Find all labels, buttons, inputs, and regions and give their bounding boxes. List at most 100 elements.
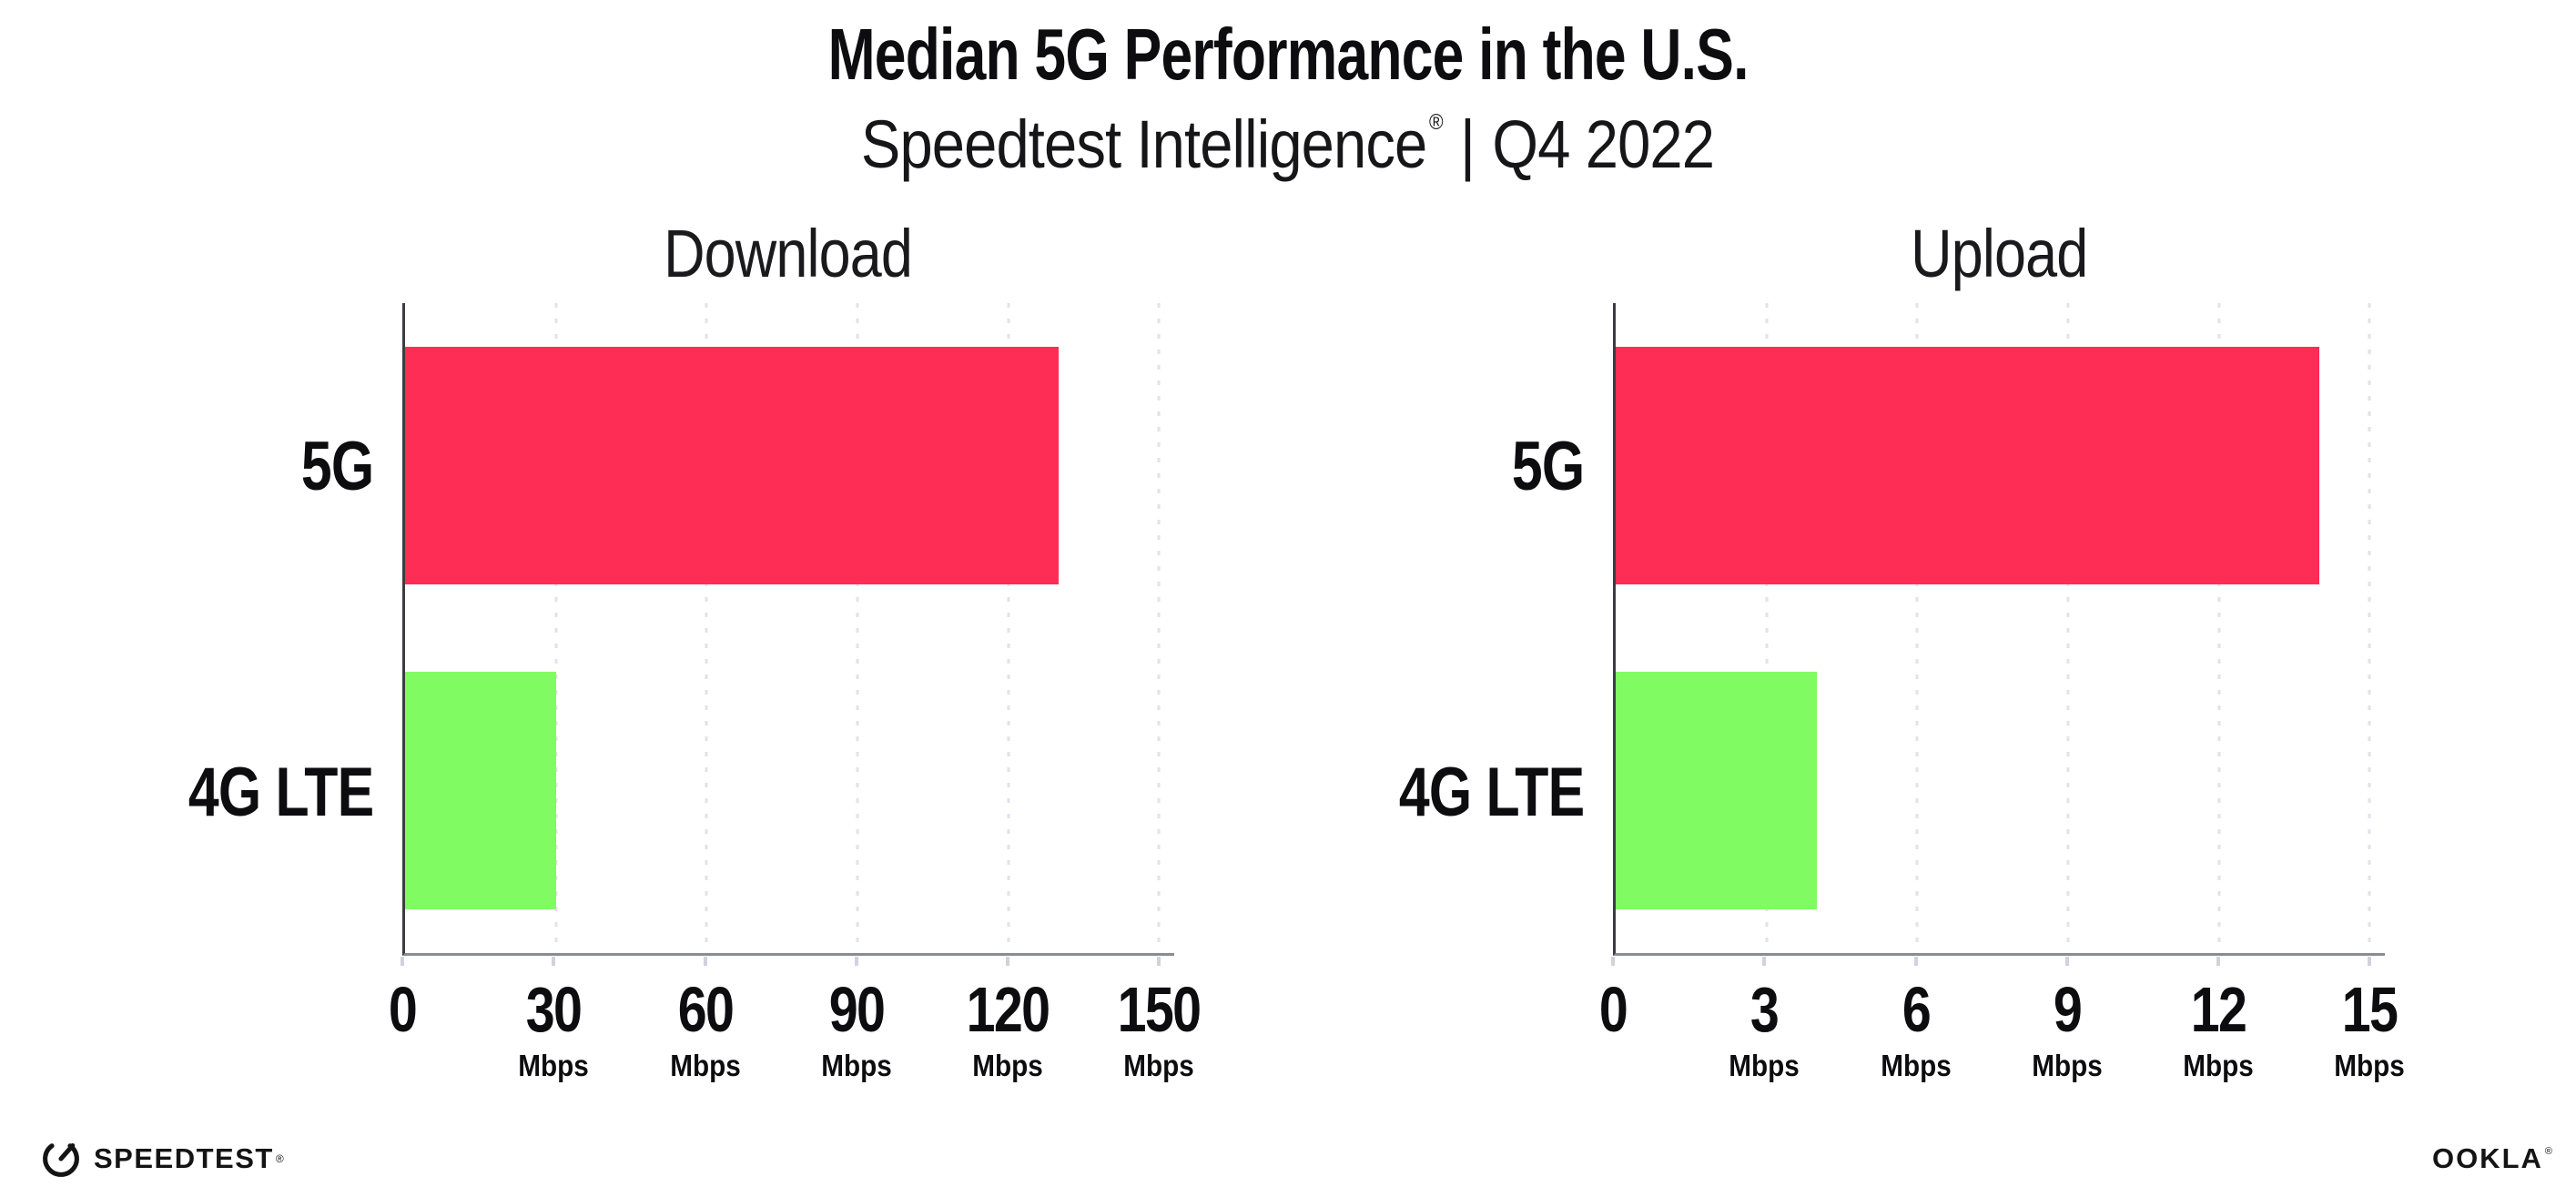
page-subtitle: Speedtest Intelligence ® | Q4 2022 (0, 106, 2576, 183)
axis-tick-6 (1913, 957, 1918, 967)
x-tick-unit: Mbps (2032, 1049, 2103, 1083)
upload-plot-wrap: 0 3 Mbps 6 Mbps 9 Mbps 12 Mbps 15 Mbps (1599, 303, 2405, 1123)
gridline-15 (2368, 303, 2371, 954)
upload-chart: Upload 5G 4G LTE 0 3 Mbps 6 Mbps 9 Mbps 12 Mbps 15… (1398, 216, 2405, 1123)
download-chart-body: 5G 4G LTE 0 30 Mbps 60 Mbps 90 Mbps 120 Mbps 150 Mb… (188, 303, 1202, 1123)
upload-y-axis-labels: 5G 4G LTE (1398, 303, 1613, 956)
x-tick-value: 90 (828, 974, 886, 1046)
gridline-30 (554, 303, 558, 954)
axis-tick-0 (1611, 957, 1615, 967)
download-plot-area (402, 303, 1174, 957)
download-plot-wrap: 0 30 Mbps 60 Mbps 90 Mbps 120 Mbps 150 Mbps (389, 303, 1202, 1123)
download-gridlines (405, 303, 1174, 954)
ookla-registered-mark: ® (2544, 1146, 2552, 1157)
5g-bar (405, 347, 1059, 584)
x-tick-value: 9 (2053, 974, 2083, 1046)
download-x-axis-labels: 0 30 Mbps 60 Mbps 90 Mbps 120 Mbps 150 Mbps (389, 978, 1202, 1123)
x-tick-value: 0 (1598, 974, 1628, 1046)
header: Median 5G Performance in the U.S. Speedt… (0, 0, 2576, 183)
axis-tick-120 (1006, 957, 1010, 967)
bar-row-5g (1616, 303, 2385, 628)
charts-row: Download 5G 4G LTE 0 30 Mbps 60 Mbps 90 Mbps 120… (0, 216, 2576, 1123)
axis-tick-12 (2216, 957, 2221, 967)
download-x-axis-ticks (401, 956, 1174, 969)
x-tick-label-12: 12 Mbps (2179, 978, 2257, 1080)
x-tick-label-6: 6 Mbps (1876, 978, 1954, 1080)
axis-tick-3 (1762, 957, 1767, 967)
upload-x-axis-ticks (1611, 956, 2385, 969)
speedtest-logo-text: SPEEDTEST (94, 1142, 274, 1174)
category-label-4g-lte: 4G LTE (188, 754, 373, 832)
x-tick-unit: Mbps (1123, 1049, 1195, 1083)
x-tick-label-15: 15 Mbps (2330, 978, 2409, 1080)
x-tick-value: 6 (1902, 974, 1931, 1046)
axis-tick-9 (2064, 957, 2069, 967)
x-tick-label-9: 9 Mbps (2028, 978, 2106, 1080)
download-chart: Download 5G 4G LTE 0 30 Mbps 60 Mbps 90 Mbps 120… (188, 216, 1202, 1123)
bar-row-4g-lte (405, 628, 1174, 953)
x-tick-label-90: 90 Mbps (817, 978, 896, 1080)
upload-chart-body: 5G 4G LTE 0 3 Mbps 6 Mbps 9 Mbps 12 Mbps 15 Mbps (1398, 303, 2405, 1123)
gridline-9 (2066, 303, 2070, 954)
x-tick-unit: Mbps (518, 1049, 590, 1083)
x-tick-value: 15 (2342, 974, 2399, 1046)
x-tick-unit: Mbps (1729, 1049, 1800, 1083)
x-tick-label-30: 30 Mbps (514, 978, 593, 1080)
footer: SPEEDTEST ® OOKLA ® (41, 1139, 2552, 1179)
x-tick-label-150: 150 Mbps (1109, 978, 1210, 1080)
4g-lte-bar (1616, 672, 1817, 909)
subtitle-separator: | (1460, 107, 1476, 182)
upload-chart-title: Upload (1910, 216, 2088, 292)
download-y-axis-labels: 5G 4G LTE (188, 303, 402, 956)
x-tick-unit: Mbps (2183, 1049, 2254, 1083)
axis-tick-90 (854, 957, 858, 967)
bar-row-5g (405, 303, 1174, 628)
axis-tick-15 (2368, 957, 2372, 967)
subtitle-period: Q4 2022 (1492, 107, 1716, 182)
x-tick-value: 60 (677, 974, 734, 1046)
upload-gridlines (1616, 303, 2385, 954)
page-title: Median 5G Performance in the U.S. (827, 14, 1749, 95)
x-tick-value: 3 (1750, 974, 1780, 1046)
bar-row-4g-lte (1616, 628, 2385, 953)
upload-x-axis-labels: 0 3 Mbps 6 Mbps 9 Mbps 12 Mbps 15 Mbps (1599, 978, 2405, 1123)
ookla-logo-text: OOKLA (2431, 1142, 2543, 1174)
x-tick-value: 0 (388, 974, 418, 1046)
gridline-12 (2217, 303, 2221, 954)
axis-tick-0 (401, 957, 404, 967)
category-label-5g: 5G (1511, 427, 1584, 505)
x-tick-label-60: 60 Mbps (665, 978, 744, 1080)
x-tick-label-0: 0 (1597, 978, 1630, 1041)
registered-trademark-icon: ® (1429, 110, 1444, 135)
gridline-150 (1157, 303, 1161, 954)
x-tick-label-120: 120 Mbps (958, 978, 1059, 1080)
download-bars (405, 303, 1174, 953)
category-label-5g: 5G (300, 427, 373, 505)
gridline-120 (1007, 303, 1010, 954)
download-chart-title: Download (664, 216, 914, 292)
speedtest-logo: SPEEDTEST ® (41, 1139, 284, 1179)
5g-bar (1616, 347, 2320, 584)
x-tick-label-0: 0 (386, 978, 420, 1041)
category-label-4g-lte: 4G LTE (1398, 754, 1584, 832)
x-tick-value: 120 (966, 974, 1050, 1046)
axis-tick-150 (1157, 957, 1161, 967)
axis-tick-30 (552, 957, 556, 967)
gridline-6 (1915, 303, 1919, 954)
x-tick-unit: Mbps (972, 1049, 1043, 1083)
speedtest-gauge-icon (43, 1142, 79, 1177)
gridline-60 (705, 303, 708, 954)
x-tick-unit: Mbps (2334, 1049, 2406, 1083)
x-tick-unit: Mbps (821, 1049, 892, 1083)
upload-bars (1616, 303, 2385, 953)
gridline-90 (856, 303, 859, 954)
x-tick-value: 12 (2190, 974, 2247, 1046)
axis-tick-60 (703, 957, 707, 967)
ookla-logo: OOKLA ® (2432, 1142, 2552, 1175)
gridline-3 (1765, 303, 1769, 954)
subtitle-product: Speedtest Intelligence (861, 107, 1427, 182)
x-tick-unit: Mbps (1880, 1049, 1952, 1083)
x-tick-value: 150 (1117, 974, 1202, 1046)
x-tick-label-3: 3 Mbps (1725, 978, 1803, 1080)
